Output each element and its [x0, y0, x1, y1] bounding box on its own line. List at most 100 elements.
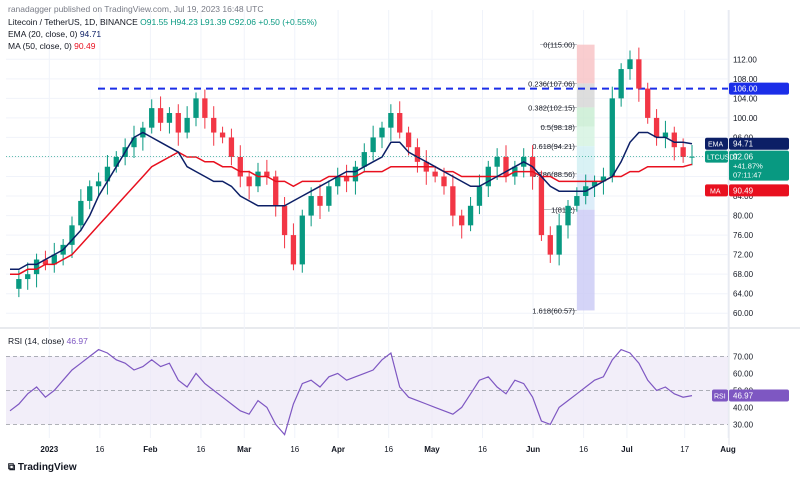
- candle-body: [574, 196, 580, 206]
- candle-body: [671, 132, 677, 148]
- ma-value: 90.49: [733, 186, 754, 195]
- candle-body: [175, 113, 181, 133]
- fib-level-label: 1.618(60.57): [532, 306, 575, 315]
- price-tick-label: 68.00: [733, 270, 754, 279]
- candle-body: [281, 205, 288, 236]
- candle-body: [432, 171, 438, 177]
- candle-body: [450, 186, 456, 216]
- candle-body: [33, 259, 40, 275]
- time-tick-label: 17: [680, 445, 689, 454]
- price-tick-label: 60.00: [733, 309, 754, 318]
- candle-body: [95, 181, 102, 187]
- symbol-tag-bg: [705, 150, 728, 163]
- candle-body: [600, 176, 607, 182]
- publisher-line: ranadagger published on TradingView.com,…: [8, 4, 264, 14]
- candle-body: [273, 176, 279, 206]
- candle-body: [591, 181, 598, 187]
- candle-body: [78, 200, 84, 226]
- tradingview-logo[interactable]: ⧉ TradingView: [8, 462, 77, 473]
- candle-body: [379, 127, 385, 138]
- candle-body: [565, 205, 571, 226]
- time-tick-label: 16: [384, 445, 393, 454]
- price-tick-label: 100.00: [733, 114, 758, 123]
- candle-body: [680, 147, 686, 157]
- candle-body: [459, 215, 465, 226]
- time-tick-label: Jul: [621, 445, 633, 454]
- fib-level-label: 0.236(107.06): [528, 79, 575, 88]
- candle-body: [290, 235, 297, 265]
- candle-body: [556, 225, 562, 255]
- ema-value: 94.71: [733, 140, 754, 149]
- time-tick-label: Feb: [143, 445, 157, 454]
- candle-body: [193, 98, 199, 118]
- candle-body: [503, 156, 509, 177]
- resistance-label-bg: [729, 82, 789, 95]
- candle-body: [653, 117, 660, 138]
- fib-level-label: 0(115.00): [543, 41, 575, 50]
- symbol-tag: LTCUSDT: [707, 155, 739, 162]
- candle-body: [211, 117, 217, 133]
- time-tick-label: 16: [478, 445, 487, 454]
- price-tick-label: 72.00: [733, 251, 754, 260]
- fib-band-236: [576, 83, 595, 108]
- candle-body: [69, 225, 75, 245]
- resistance-label: 106.00: [733, 85, 758, 94]
- candle-body: [166, 113, 173, 123]
- price-tick-label: 104.00: [733, 94, 758, 103]
- fib-band-618: [576, 146, 595, 174]
- ema-legend-label: EMA (20, close, 0): [8, 29, 78, 39]
- rsi-tick-label: 40.00: [733, 403, 754, 412]
- last-price-change: +41.87%: [733, 162, 763, 171]
- rsi-legend-label: RSI (14, close): [8, 336, 65, 346]
- candle-body: [87, 186, 93, 201]
- time-tick-label: Jun: [526, 445, 540, 454]
- candle-body: [352, 166, 359, 182]
- time-tick-label: Apr: [331, 445, 345, 454]
- price-tick-label: 108.00: [733, 75, 758, 84]
- price-tick-label: 64.00: [733, 290, 754, 299]
- candle-body: [397, 113, 403, 133]
- tradingview-brand: TradingView: [17, 462, 77, 473]
- tradingview-logo-icon: ⧉: [8, 462, 18, 473]
- rsi-legend-value: 46.97: [66, 336, 88, 346]
- countdown: 07:11:47: [733, 171, 762, 180]
- rsi-legend: RSI (14, close) 46.97: [8, 336, 88, 346]
- price-tick-label: 112.00: [733, 55, 757, 64]
- candle-body: [202, 98, 208, 118]
- time-tick-label: 16: [196, 445, 205, 454]
- candle-body: [157, 108, 164, 123]
- candle-body: [308, 196, 314, 216]
- candle-body: [476, 186, 483, 206]
- candle-body: [228, 137, 235, 157]
- fib-level-label: 0.786(88.56): [532, 170, 575, 179]
- candle-body: [538, 176, 545, 236]
- candle-body: [405, 132, 412, 148]
- ma-legend: MA (50, close, 0) 90.49: [8, 41, 95, 51]
- fib-level-label: 0.5(98.18): [541, 123, 576, 132]
- candle-body: [441, 176, 447, 187]
- candle-body: [326, 186, 332, 206]
- last-price-value: 92.06: [733, 153, 754, 162]
- candle-body: [645, 88, 651, 118]
- rsi-value: 46.97: [733, 392, 754, 401]
- time-tick-label: Mar: [237, 445, 251, 454]
- ma-value-bg: [729, 184, 789, 197]
- ma-50-line: [10, 151, 693, 275]
- fib-band-382: [576, 107, 595, 127]
- fib-level-label: 1(81.2): [551, 206, 575, 215]
- time-tick-label: Aug: [720, 445, 736, 454]
- candle-body: [662, 132, 669, 138]
- price-tick-label: 76.00: [733, 231, 754, 240]
- ohlc-line: Litecoin / TetherUS, 1D, BINANCE O91.55 …: [8, 17, 317, 27]
- close-value: C92.06: [228, 17, 256, 27]
- time-tick-label: 16: [95, 445, 104, 454]
- high-value: H94.23: [170, 17, 198, 27]
- ema-tag-bg: [705, 137, 728, 150]
- candle-body: [219, 132, 226, 138]
- candle-body: [51, 254, 57, 265]
- open-value: O91.55: [140, 17, 169, 27]
- time-tick-label: May: [424, 445, 440, 454]
- candle-body: [547, 235, 553, 255]
